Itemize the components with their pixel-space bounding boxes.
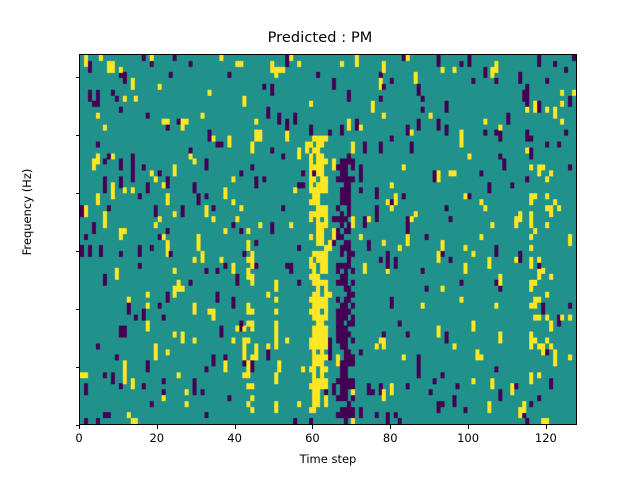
y-tick-mark [75, 77, 79, 79]
x-tick-mark [234, 425, 236, 429]
x-tick-mark [468, 425, 470, 429]
x-tick-label: 120 [534, 431, 557, 445]
x-tick-mark [545, 425, 547, 429]
x-tick-label: 60 [305, 431, 320, 445]
heatmap-image [80, 55, 576, 424]
y-tick-mark [75, 251, 79, 253]
x-tick-mark [312, 425, 314, 429]
heatmap-plot-area [79, 54, 577, 425]
y-tick-mark [75, 193, 79, 195]
y-tick-mark [75, 425, 79, 426]
chart-title: Predicted : PM [267, 30, 373, 46]
y-axis-label: Frequency (Hz) [20, 168, 34, 256]
x-tick-mark [79, 425, 80, 429]
x-tick-label: 100 [457, 431, 480, 445]
x-tick-label: 80 [382, 431, 398, 445]
y-tick-mark [75, 309, 79, 311]
x-tick-mark [390, 425, 392, 429]
x-tick-label: 40 [227, 431, 242, 445]
x-tick-mark [156, 425, 158, 429]
y-tick-mark [75, 367, 79, 369]
x-tick-label: 20 [149, 431, 165, 445]
y-tick-mark [75, 135, 79, 137]
x-tick-label: 0 [75, 431, 83, 445]
x-axis-label: Time step [299, 452, 357, 466]
